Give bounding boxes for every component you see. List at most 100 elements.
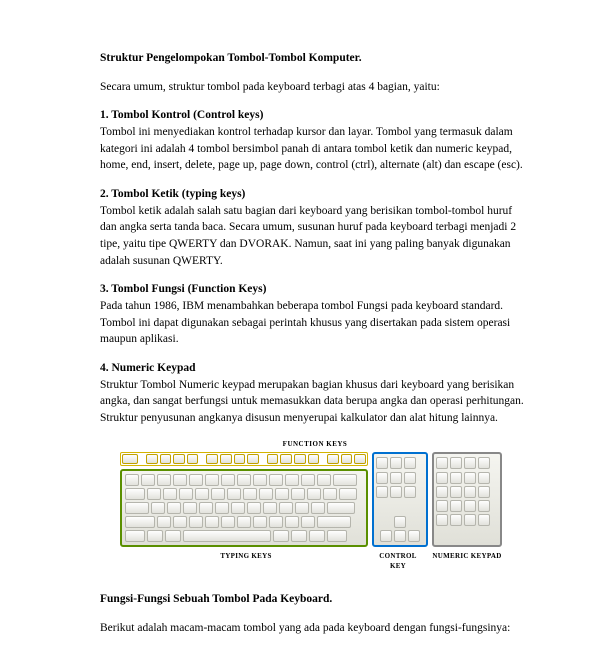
function-key bbox=[160, 454, 172, 464]
typing-key bbox=[253, 474, 267, 486]
typing-key bbox=[285, 516, 299, 528]
typing-key bbox=[151, 502, 165, 514]
typing-key bbox=[291, 530, 307, 542]
section-4-head: 4. Numeric Keypad bbox=[100, 360, 525, 377]
typing-key bbox=[237, 516, 251, 528]
section-2-head: 2. Tombol Ketik (typing keys) bbox=[100, 186, 525, 203]
function-key bbox=[206, 454, 218, 464]
section-4-body: Struktur Tombol Numeric keypad merupakan… bbox=[100, 377, 525, 427]
numpad-key bbox=[478, 514, 490, 526]
typing-key bbox=[285, 474, 299, 486]
typing-key bbox=[173, 474, 187, 486]
nav-key bbox=[376, 472, 388, 484]
typing-key bbox=[333, 474, 357, 486]
numpad-key bbox=[436, 486, 448, 498]
typing-key bbox=[125, 530, 145, 542]
function-key bbox=[234, 454, 246, 464]
label-function-keys: FUNCTION KEYS bbox=[120, 439, 510, 449]
typing-key bbox=[327, 530, 347, 542]
typing-key bbox=[189, 516, 203, 528]
function-key-row bbox=[120, 452, 368, 466]
numpad-key bbox=[478, 457, 490, 469]
typing-key bbox=[125, 488, 145, 500]
typing-key bbox=[189, 474, 203, 486]
keyboard-diagram: FUNCTION KEYS bbox=[120, 439, 510, 571]
numpad-key bbox=[436, 500, 448, 512]
section-3-body: Pada tahun 1986, IBM menambahkan beberap… bbox=[100, 298, 525, 348]
function-key bbox=[122, 454, 138, 464]
numpad-key bbox=[436, 472, 448, 484]
typing-key bbox=[183, 530, 271, 542]
typing-key bbox=[317, 516, 351, 528]
numpad-key bbox=[464, 457, 476, 469]
nav-key bbox=[404, 472, 416, 484]
typing-key bbox=[227, 488, 241, 500]
section-3-head: 3. Tombol Fungsi (Function Keys) bbox=[100, 281, 525, 298]
typing-key bbox=[141, 474, 155, 486]
typing-key bbox=[165, 530, 181, 542]
section-1-body: Tombol ini menyediakan kontrol terhadap … bbox=[100, 124, 525, 174]
section-3: 3. Tombol Fungsi (Function Keys) Pada ta… bbox=[100, 281, 525, 348]
function-key bbox=[247, 454, 259, 464]
numpad-grid bbox=[436, 472, 498, 526]
function-key bbox=[354, 454, 366, 464]
typing-key bbox=[263, 502, 277, 514]
function-key bbox=[267, 454, 279, 464]
nav-key bbox=[390, 457, 402, 469]
typing-key bbox=[259, 488, 273, 500]
nav-key bbox=[404, 486, 416, 498]
function-key bbox=[341, 454, 353, 464]
numpad-key bbox=[478, 500, 490, 512]
numpad-key bbox=[450, 514, 462, 526]
numpad-key bbox=[450, 457, 462, 469]
typing-key bbox=[157, 516, 171, 528]
function-key bbox=[146, 454, 158, 464]
typing-key bbox=[215, 502, 229, 514]
nav-key bbox=[404, 457, 416, 469]
typing-key bbox=[269, 474, 283, 486]
document-page: Struktur Pengelompokan Tombol-Tombol Kom… bbox=[0, 0, 595, 657]
typing-key bbox=[125, 516, 155, 528]
nav-key bbox=[390, 472, 402, 484]
numpad-key bbox=[450, 500, 462, 512]
section-2-body: Tombol ketik adalah salah satu bagian da… bbox=[100, 203, 525, 270]
typing-key bbox=[253, 516, 267, 528]
typing-key bbox=[231, 502, 245, 514]
typing-key bbox=[269, 516, 283, 528]
typing-key bbox=[275, 488, 289, 500]
control-keys-block bbox=[372, 452, 428, 547]
typing-key bbox=[125, 502, 149, 514]
typing-key bbox=[157, 474, 171, 486]
typing-key bbox=[147, 530, 163, 542]
numpad-top-row bbox=[436, 457, 498, 469]
typing-key bbox=[317, 474, 331, 486]
typing-key bbox=[243, 488, 257, 500]
numpad-key bbox=[464, 472, 476, 484]
typing-key bbox=[309, 530, 325, 542]
typing-key bbox=[195, 488, 209, 500]
typing-key bbox=[273, 530, 289, 542]
typing-key bbox=[183, 502, 197, 514]
typing-key bbox=[301, 516, 315, 528]
typing-key bbox=[327, 502, 355, 514]
function-key bbox=[294, 454, 306, 464]
typing-key bbox=[247, 502, 261, 514]
typing-key bbox=[323, 488, 337, 500]
typing-key bbox=[295, 502, 309, 514]
label-control-key: CONTROL KEY bbox=[372, 551, 424, 571]
numpad-key bbox=[436, 457, 448, 469]
section-1-head: 1. Tombol Kontrol (Control keys) bbox=[100, 107, 525, 124]
keyboard-bottom-labels: TYPING KEYS CONTROL KEY NUMERIC KEYPAD bbox=[120, 551, 510, 571]
typing-key bbox=[173, 516, 187, 528]
nav-top-row bbox=[376, 457, 424, 469]
page-title: Struktur Pengelompokan Tombol-Tombol Kom… bbox=[100, 50, 525, 67]
typing-key bbox=[167, 502, 181, 514]
arrow-keys bbox=[376, 516, 424, 542]
label-numeric-keypad: NUMERIC KEYPAD bbox=[424, 551, 510, 571]
typing-key bbox=[339, 488, 357, 500]
typing-key bbox=[311, 502, 325, 514]
typing-key bbox=[205, 516, 219, 528]
numpad-key bbox=[436, 514, 448, 526]
typing-key bbox=[199, 502, 213, 514]
footer-title: Fungsi-Fungsi Sebuah Tombol Pada Keyboar… bbox=[100, 591, 525, 608]
